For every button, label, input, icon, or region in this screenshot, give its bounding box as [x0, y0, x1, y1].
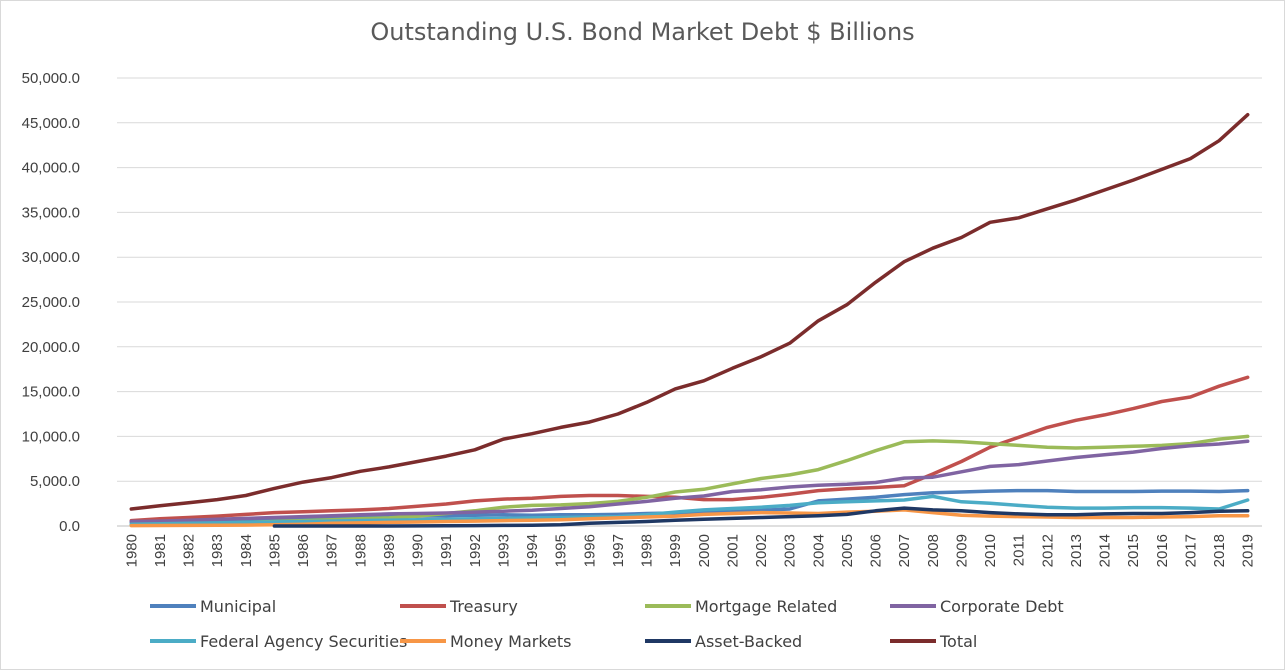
- legend-swatch: [400, 604, 446, 608]
- x-tick-label: 2016: [1154, 534, 1171, 567]
- x-tick-label: 1990: [410, 534, 427, 567]
- legend-item: Treasury: [400, 588, 518, 624]
- series-line-federal-agency-securities: [129, 494, 1250, 526]
- x-tick-label: 2003: [782, 534, 799, 567]
- x-tick-label: 1991: [438, 534, 455, 567]
- y-tick-label: 45,000.0: [22, 115, 80, 132]
- x-tick-label: 2019: [1240, 534, 1257, 567]
- legend-swatch: [645, 604, 691, 608]
- legend-item: Federal Agency Securities: [150, 623, 407, 659]
- y-tick-label: 0.0: [59, 518, 80, 535]
- legend-label: Municipal: [200, 596, 277, 616]
- y-tick-label: 20,000.0: [22, 339, 80, 356]
- y-tick-label: 5,000.0: [30, 473, 80, 490]
- legend-swatch: [150, 604, 196, 608]
- y-axis-ticks: 0.0 5,000.0 10,000.0 15,000.0 20,000.0 25,000…: [22, 70, 80, 535]
- x-tick-label: 2017: [1182, 534, 1199, 567]
- legend-label: Money Markets: [450, 631, 572, 651]
- legend-label: Corporate Debt: [940, 596, 1064, 616]
- series-line-asset-backed: [272, 506, 1250, 528]
- x-tick-label: 2002: [753, 534, 770, 567]
- y-tick-label: 40,000.0: [22, 160, 80, 177]
- x-tick-label: 1985: [266, 534, 283, 567]
- x-tick-label: 2014: [1097, 534, 1114, 567]
- x-tick-label: 2013: [1068, 534, 1085, 567]
- x-tick-label: 1989: [381, 534, 398, 567]
- x-tick-label: 2011: [1011, 534, 1028, 566]
- legend-label: Total: [940, 631, 978, 651]
- legend-item: Municipal: [150, 588, 276, 624]
- y-tick-label: 25,000.0: [22, 294, 80, 311]
- series-lines: [129, 112, 1250, 528]
- x-tick-label: 2001: [724, 534, 741, 567]
- x-tick-label: 1994: [524, 534, 541, 567]
- legend-swatch: [890, 639, 936, 643]
- y-tick-label: 10,000.0: [22, 428, 80, 445]
- x-tick-label: 2004: [810, 534, 827, 567]
- y-tick-label: 15,000.0: [22, 384, 80, 401]
- x-tick-label: 1984: [238, 534, 255, 567]
- legend-label: Mortgage Related: [695, 596, 838, 616]
- x-tick-label: 2007: [896, 534, 913, 567]
- legend-label: Federal Agency Securities: [200, 631, 408, 651]
- x-tick-label: 1998: [639, 534, 656, 567]
- legend-label: Asset-Backed: [695, 631, 803, 651]
- legend-item: Money Markets: [400, 623, 571, 659]
- x-tick-label: 1993: [495, 534, 512, 567]
- series-line-total: [129, 112, 1250, 511]
- x-tick-label: 1981: [152, 534, 169, 567]
- legend-item: Asset-Backed: [645, 623, 802, 659]
- y-tick-label: 35,000.0: [22, 204, 80, 221]
- x-tick-label: 1986: [295, 534, 312, 567]
- x-tick-label: 1980: [123, 534, 140, 567]
- x-tick-label: 2009: [953, 534, 970, 567]
- legend-swatch: [645, 639, 691, 643]
- x-tick-label: 1999: [667, 534, 684, 567]
- legend-swatch: [400, 639, 446, 643]
- x-tick-label: 2018: [1211, 534, 1228, 567]
- x-tick-label: 1987: [324, 534, 341, 567]
- x-tick-label: 1982: [181, 534, 198, 567]
- series-line-money-markets: [129, 508, 1250, 528]
- plot-area: 0.0 5,000.0 10,000.0 15,000.0 20,000.0 25,000…: [22, 70, 1262, 567]
- x-tick-label: 1988: [352, 534, 369, 567]
- legend-swatch: [890, 604, 936, 608]
- x-tick-label: 1992: [467, 534, 484, 567]
- legend-swatch: [150, 639, 196, 643]
- x-tick-label: 1983: [209, 534, 226, 567]
- gridlines: [117, 77, 1262, 527]
- x-tick-label: 2010: [982, 534, 999, 567]
- x-axis-ticks: 1980 1981 1982 1983 1984 1985 1986 1987 1988 1989…: [123, 534, 1256, 567]
- legend-item: Mortgage Related: [645, 588, 837, 624]
- legend-item: Total: [890, 623, 977, 659]
- x-tick-label: 1997: [610, 534, 627, 567]
- legend-label: Treasury: [450, 596, 518, 616]
- x-tick-label: 2015: [1125, 534, 1142, 567]
- x-tick-label: 2012: [1039, 534, 1056, 567]
- x-tick-label: 2006: [868, 534, 885, 567]
- chart-title: Outstanding U.S. Bond Market Debt $ Bill…: [370, 18, 915, 46]
- x-tick-label: 2005: [839, 534, 856, 567]
- x-tick-label: 1995: [553, 534, 570, 567]
- x-tick-label: 2000: [696, 534, 713, 567]
- legend-item: Corporate Debt: [890, 588, 1064, 624]
- x-tick-label: 2008: [925, 534, 942, 567]
- series-line-corporate-debt: [129, 439, 1250, 524]
- y-tick-label: 50,000.0: [22, 70, 80, 87]
- x-tick-label: 1996: [581, 534, 598, 567]
- y-tick-label: 30,000.0: [22, 249, 80, 266]
